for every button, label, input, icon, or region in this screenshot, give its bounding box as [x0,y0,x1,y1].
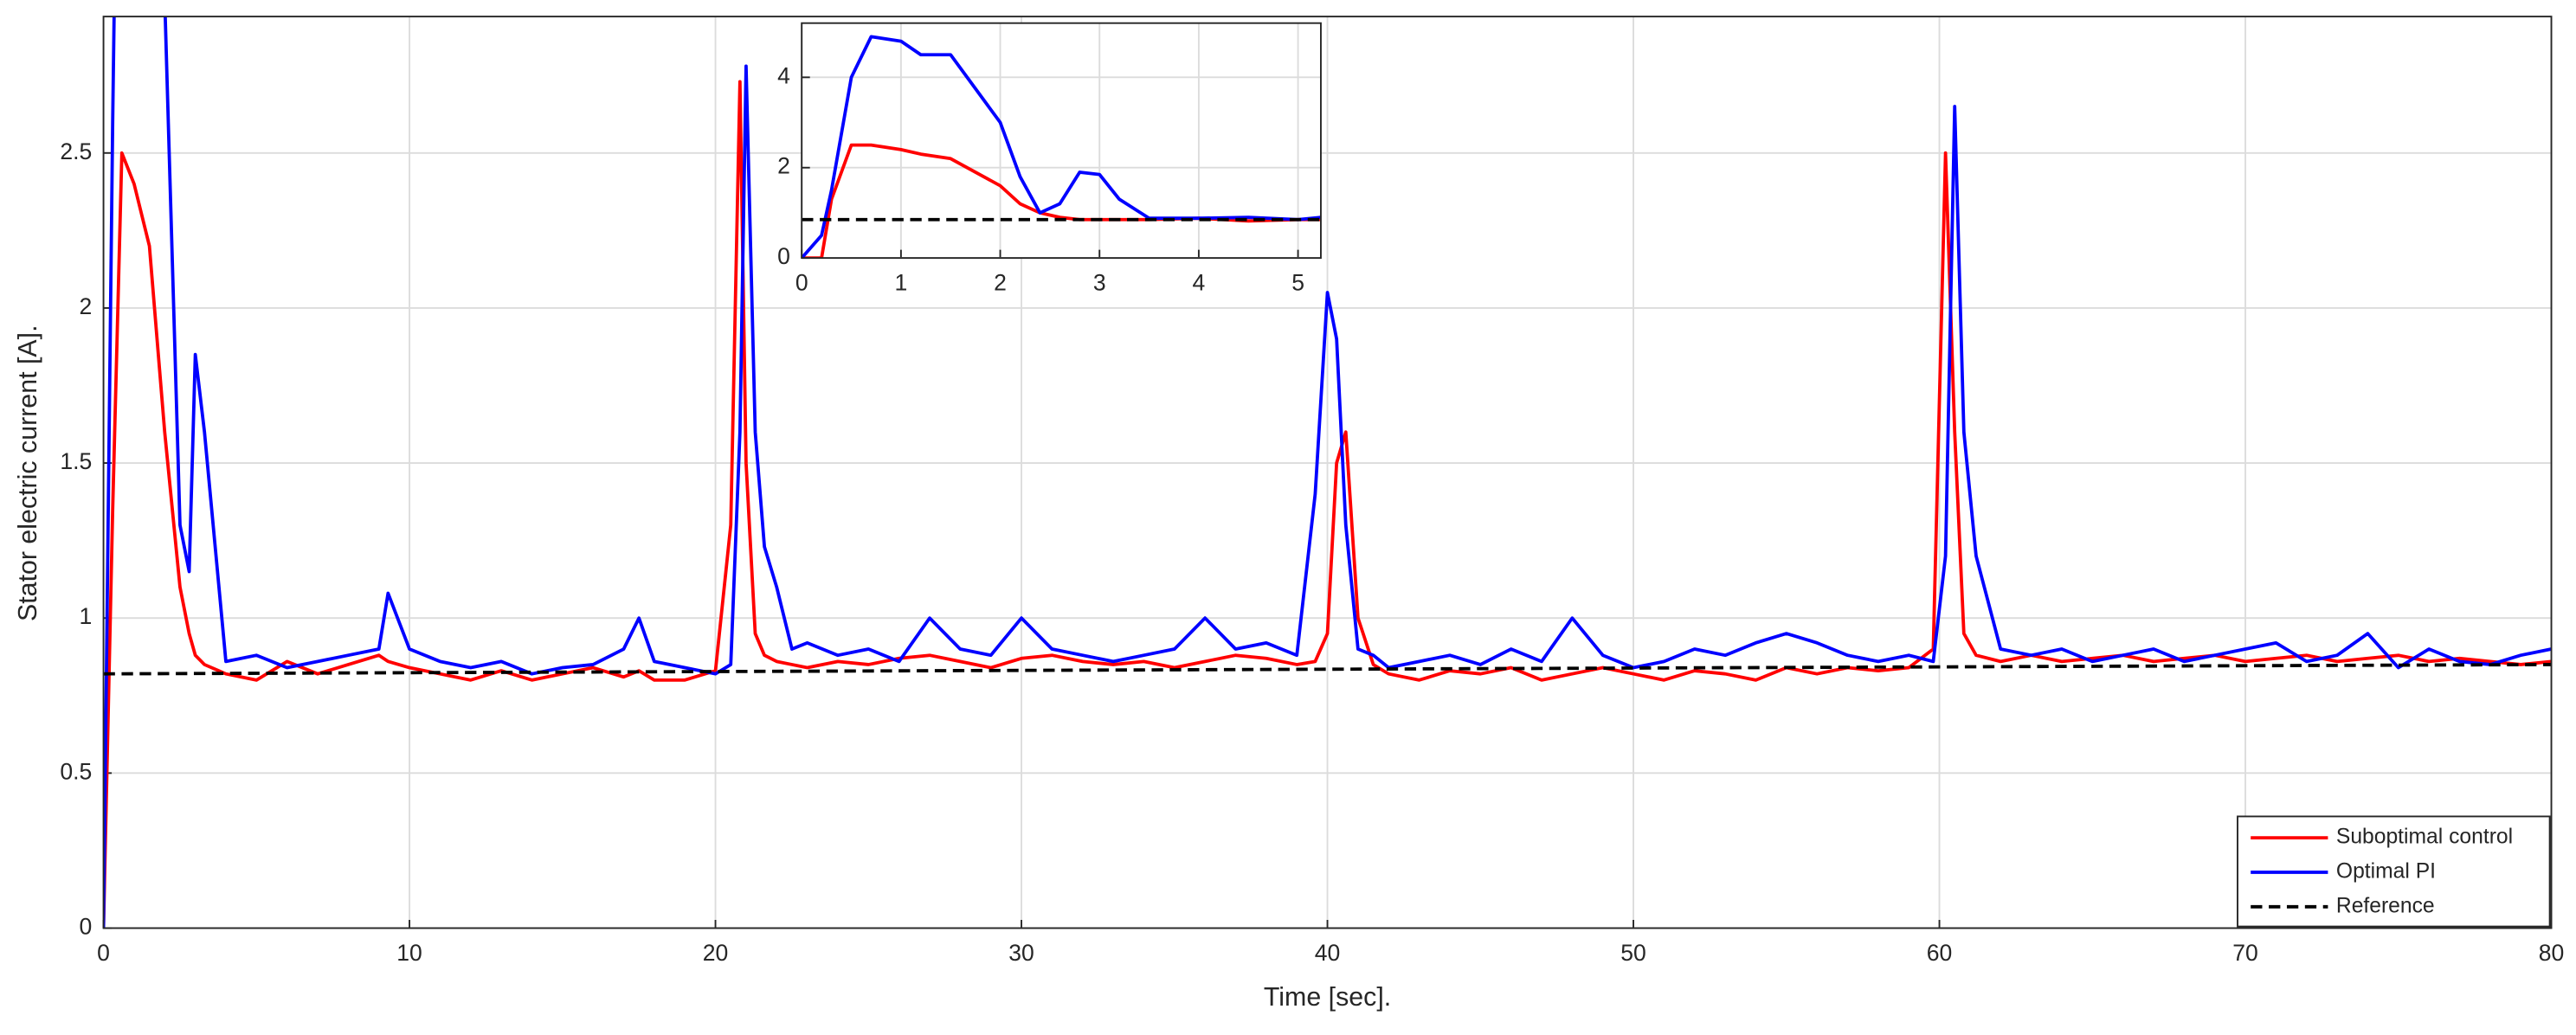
y-tick-label: 1.5 [60,448,92,474]
x-tick-label: 40 [1315,940,1341,966]
x-tick-label: 5 [1291,270,1304,296]
legend-label: Optimal PI [2336,859,2436,883]
y-tick-label: 1 [80,603,93,629]
x-tick-label: 0 [97,940,110,966]
series-line [103,80,2552,929]
plot-lines [802,35,1321,259]
x-tick-label: 60 [1927,940,1953,966]
x-tick-label: 30 [1008,940,1034,966]
y-tick-label: 0 [777,243,790,269]
x-tick-label: 80 [2539,940,2565,966]
y-axis-label: Stator electric current [A]. [14,325,42,621]
plot-frame [102,16,2553,929]
legend-label: Reference [2336,894,2435,917]
series-line [103,663,2552,676]
x-tick-label: 20 [703,940,729,966]
x-tick-label: 1 [894,270,907,296]
x-tick-label: 3 [1093,270,1106,296]
x-tick-label: 50 [1620,940,1646,966]
plot-lines [103,16,2552,929]
x-axis-label: Time [sec]. [1264,983,1391,1012]
y-tick-label: 4 [777,62,790,88]
x-tick-label: 10 [396,940,422,966]
y-tick-label: 2 [777,153,790,179]
legend-label: Suboptimal control [2336,826,2513,849]
x-tick-label: 2 [994,270,1007,296]
y-tick-label: 0.5 [60,758,92,784]
y-tick-label: 0 [80,914,93,940]
y-tick-label: 2.5 [60,138,92,164]
plot-frame [801,22,1322,260]
x-tick-label: 4 [1193,270,1206,296]
x-tick-label: 70 [2232,940,2258,966]
x-tick-label: 0 [795,270,808,296]
plot-area [802,22,1321,259]
y-tick-label: 2 [80,293,93,319]
series-line [103,16,2552,929]
